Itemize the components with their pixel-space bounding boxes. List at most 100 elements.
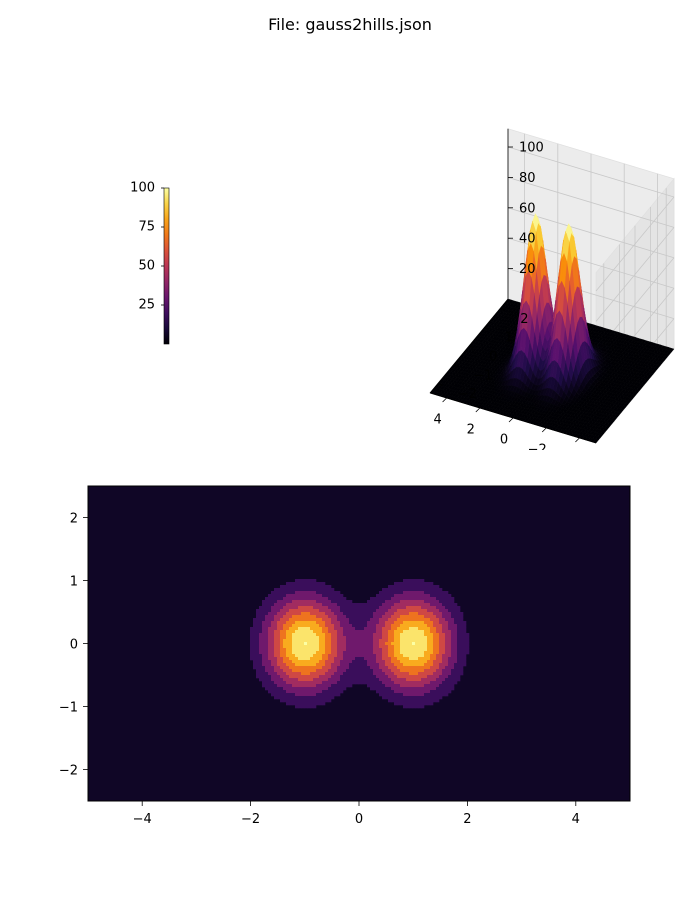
contour-cell	[304, 687, 308, 691]
contour-cell	[295, 639, 299, 643]
contour-cell	[379, 594, 383, 598]
contour-cell	[304, 642, 308, 646]
contour-cell	[391, 630, 395, 634]
contour-cell	[388, 672, 392, 676]
contour-cell	[289, 702, 293, 706]
x-tick-label: −4	[133, 812, 152, 827]
contour-cell	[448, 618, 452, 622]
contour-cell	[412, 621, 416, 625]
contour-cell	[412, 696, 416, 700]
contour-cell	[370, 654, 374, 658]
contour-cell	[262, 657, 266, 661]
contour-cell	[427, 642, 431, 646]
contour-cell	[304, 603, 308, 607]
contour-cell	[265, 663, 269, 667]
grid-line	[595, 196, 675, 292]
contour-cell	[460, 627, 464, 631]
contour-cell	[292, 606, 296, 610]
contour-cell	[385, 675, 389, 679]
contour-cell	[412, 636, 416, 640]
contour-cell	[421, 660, 425, 664]
contour-cell	[412, 627, 416, 631]
contour-cell	[424, 597, 428, 601]
y-tick-label: −2	[59, 764, 78, 779]
contour-cell	[460, 624, 464, 628]
contour-cell	[289, 672, 293, 676]
contour-cell	[394, 642, 398, 646]
contour-cell	[283, 642, 287, 646]
contour-cell	[457, 651, 461, 655]
contour-cell	[283, 648, 287, 652]
contour-cell	[292, 663, 296, 667]
contour-cell	[319, 591, 323, 595]
contour-cell	[379, 633, 383, 637]
contour-cell	[451, 627, 455, 631]
contour-cell	[310, 660, 314, 664]
contour-cell	[340, 660, 344, 664]
contour-cell	[289, 684, 293, 688]
contour-cell	[349, 672, 353, 676]
contour-cell	[433, 696, 437, 700]
contour-cell	[271, 594, 275, 598]
contour-cell	[307, 651, 311, 655]
contour-cell	[316, 687, 320, 691]
contour-cell	[313, 615, 317, 619]
contour-cell	[349, 681, 353, 685]
contour-cell	[412, 600, 416, 604]
contour-cell	[424, 645, 428, 649]
contour-cell	[286, 588, 290, 592]
contour-cell	[286, 585, 290, 589]
contour-cell	[409, 609, 413, 613]
contour-cell	[310, 663, 314, 667]
contour-cell	[286, 693, 290, 697]
contour-cell	[430, 702, 434, 706]
contour-cell	[358, 669, 362, 673]
contour-cell	[418, 603, 422, 607]
contour-cell	[406, 594, 410, 598]
contour-cell	[406, 690, 410, 694]
contour-cell	[418, 633, 422, 637]
contour-cell	[328, 612, 332, 616]
contour-cell	[400, 612, 404, 616]
contour-cell	[361, 645, 365, 649]
contour-cell	[418, 678, 422, 682]
contour-cell	[424, 600, 428, 604]
contour-cell	[424, 660, 428, 664]
contour-cell	[364, 648, 368, 652]
contour-cell	[256, 657, 260, 661]
contour-cell	[391, 657, 395, 661]
contour-cell	[418, 660, 422, 664]
contour-cell	[382, 633, 386, 637]
contour-cell	[262, 606, 266, 610]
grid-line	[595, 227, 675, 322]
contour-cell	[295, 654, 299, 658]
contour-cell	[304, 594, 308, 598]
contour-cell	[349, 678, 353, 682]
contour-cell	[262, 612, 266, 616]
contour-cell	[283, 639, 287, 643]
contour-cell	[259, 654, 263, 658]
contour-cell	[352, 603, 356, 607]
contour-cell	[421, 615, 425, 619]
contour-cell	[271, 648, 275, 652]
contour-cell	[460, 660, 464, 664]
contour-cell	[304, 681, 308, 685]
contour-cell	[364, 645, 368, 649]
contour-cell	[340, 615, 344, 619]
contour-cell	[343, 672, 347, 676]
contour-cell	[451, 624, 455, 628]
contour-cell	[382, 603, 386, 607]
contour-cell	[289, 588, 293, 592]
contour-cell	[283, 606, 287, 610]
contour-cell	[412, 648, 416, 652]
contour-cell	[313, 645, 317, 649]
contour-cell	[460, 621, 464, 625]
contour-cell	[295, 609, 299, 613]
contour-cell	[376, 639, 380, 643]
contour-cell	[343, 603, 347, 607]
contour-cell	[415, 660, 419, 664]
contour-cell	[325, 633, 329, 637]
contour-cell	[382, 627, 386, 631]
contour-cell	[427, 681, 431, 685]
contour-cell	[391, 645, 395, 649]
